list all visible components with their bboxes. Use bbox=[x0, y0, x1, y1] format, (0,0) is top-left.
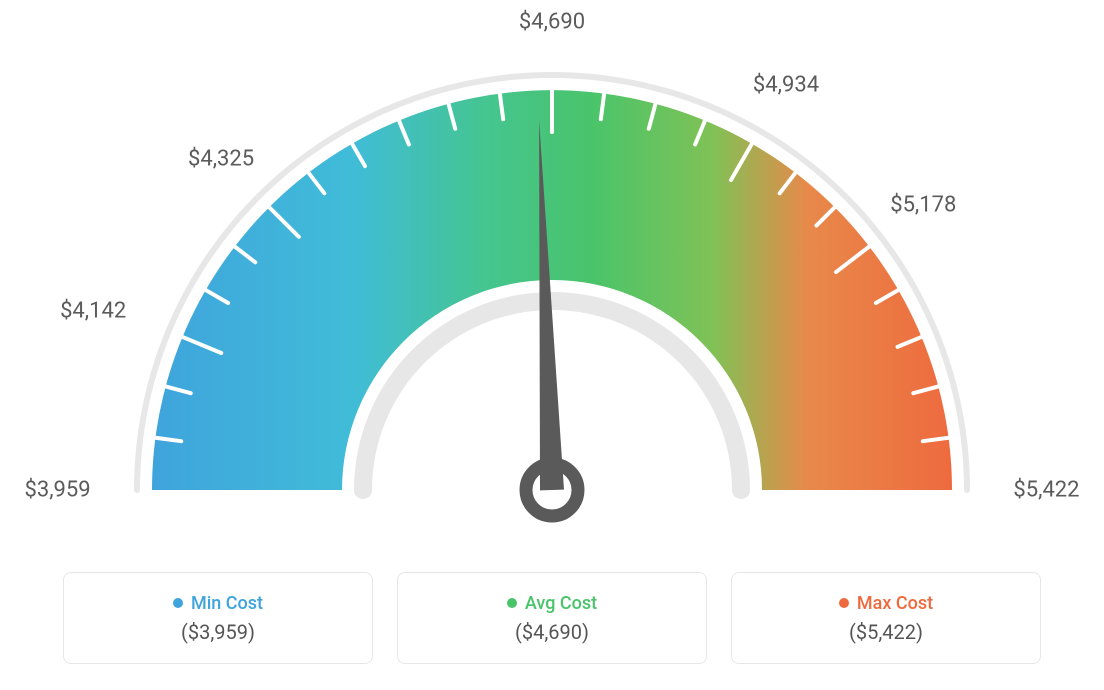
legend-label-avg: Avg Cost bbox=[525, 593, 597, 614]
legend-value-avg: ($4,690) bbox=[515, 620, 589, 644]
legend-value-max: ($5,422) bbox=[849, 620, 923, 644]
cost-gauge-chart: $3,959$4,142$4,325$4,690$4,934$5,178$5,4… bbox=[62, 20, 1042, 540]
gauge-tick-label: $4,325 bbox=[188, 147, 254, 172]
gauge-tick-label: $5,422 bbox=[1013, 478, 1079, 503]
legend-row: Min Cost ($3,959) Avg Cost ($4,690) Max … bbox=[63, 572, 1041, 664]
gauge-svg bbox=[62, 20, 1042, 540]
legend-label-max: Max Cost bbox=[857, 593, 933, 614]
legend-dot-max bbox=[839, 598, 849, 608]
legend-card-max: Max Cost ($5,422) bbox=[731, 572, 1041, 664]
legend-dot-avg bbox=[507, 598, 517, 608]
gauge-tick-label: $4,690 bbox=[519, 10, 585, 35]
gauge-tick-label: $4,934 bbox=[753, 72, 819, 97]
legend-card-avg: Avg Cost ($4,690) bbox=[397, 572, 707, 664]
legend-dot-min bbox=[173, 598, 183, 608]
legend-card-min: Min Cost ($3,959) bbox=[63, 572, 373, 664]
legend-label-min: Min Cost bbox=[191, 593, 263, 614]
gauge-tick-label: $3,959 bbox=[24, 478, 90, 503]
legend-value-min: ($3,959) bbox=[181, 620, 255, 644]
gauge-tick-label: $5,178 bbox=[890, 193, 956, 218]
gauge-tick-label: $4,142 bbox=[60, 298, 126, 323]
